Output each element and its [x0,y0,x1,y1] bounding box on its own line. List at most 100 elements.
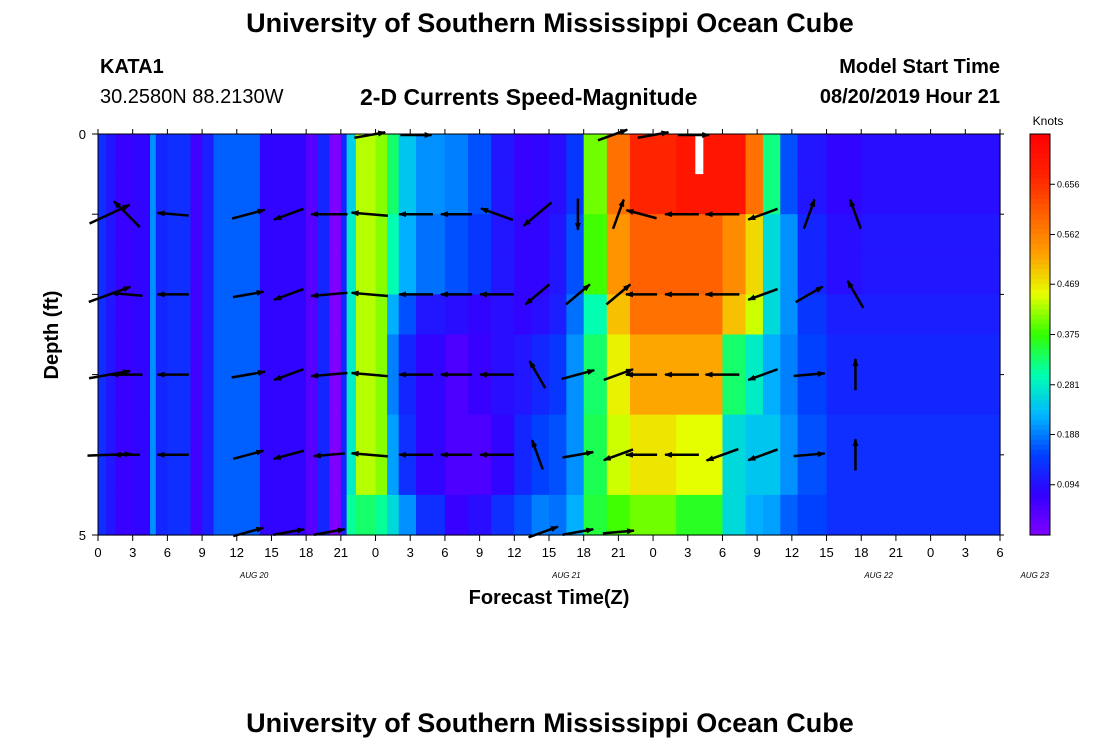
heatmap-cell [514,134,533,175]
current-vector-arrow [625,208,657,220]
x-tick-label: 9 [476,545,483,560]
heatmap-cell [346,454,357,496]
heatmap-cell [346,294,357,336]
heatmap-cell [242,294,261,336]
heatmap-cell [566,134,585,175]
heatmap-cell [861,454,1001,496]
heatmap-cell [346,134,357,175]
heatmap-cell [167,374,192,416]
colorbar-segment [1030,474,1050,481]
heatmap-cell [329,414,342,456]
heatmap-cell [202,454,215,496]
heatmap-cell [150,334,157,376]
heatmap-cell [306,174,319,215]
heatmap-cell [213,294,244,336]
heatmap-cell [826,254,862,295]
heatmap-cell [780,294,799,336]
heatmap-cell [780,214,799,255]
heatmap-cell [722,334,747,376]
axes: 0 3 6 9 12 15 18 21 0 3 6 9 12 15 18 21 0 3 6 9 12 15 18 21 0 3 6 A… [79,127,1050,580]
heatmap-cell [676,454,724,496]
heatmap-cell [444,294,469,336]
colorbar-segment [1030,354,1050,361]
heatmap-cell [722,454,747,496]
heatmap-cell [115,174,134,215]
x-tick-label: 21 [611,545,625,560]
heatmap-cell [722,374,747,416]
heatmap-cell [213,254,244,295]
heatmap-cell [155,454,168,496]
heatmap-cell [259,174,307,215]
heatmap-cell [150,254,157,295]
heatmap-cell [676,254,724,295]
current-vector-arrow [562,527,595,536]
current-vector-arrow [528,360,547,389]
heatmap-cell [583,174,608,215]
heatmap-cell [202,214,215,255]
heatmap-cell [826,174,862,215]
heatmap-cell [531,494,550,536]
x-tick-label: 9 [754,545,761,560]
heatmap-cell [722,254,747,295]
colorbar-segment [1030,264,1050,270]
heatmap-cell [745,294,764,336]
heatmap-cell [340,374,348,416]
heatmap-cell [340,174,348,215]
heatmap-cell [387,334,400,376]
current-vector-arrow [802,198,816,230]
heatmap-cell [375,214,388,255]
heatmap-cell [329,334,342,376]
heatmap-cell [106,294,116,336]
heatmap-cell [202,334,215,376]
heatmap-cell [106,134,116,175]
heatmap-cell [346,254,357,295]
heatmap-cell [167,294,192,336]
heatmap [98,134,1001,536]
heatmap-cell [780,334,799,376]
heatmap-cell [745,414,764,456]
heatmap-cell [150,174,157,215]
heatmap-cell [398,254,417,295]
heatmap-cell [150,374,157,416]
heatmap-cell [416,414,446,456]
heatmap-cell [491,454,515,496]
heatmap-cell [98,214,107,255]
heatmap-cell [106,414,116,456]
colorbar-segment [1030,344,1050,351]
colorbar-tick-label: 0.562 [1057,230,1080,240]
heatmap-cell [606,334,631,376]
heatmap-cell [745,494,764,536]
heatmap-cell [629,254,677,295]
current-vector-arrow [88,285,132,304]
current-vector-arrow [530,439,544,470]
colorbar-segment [1030,449,1050,456]
heatmap-cell [468,214,492,255]
heatmap-cell [676,294,724,336]
colorbar-segment [1030,229,1050,235]
colorbar-segment [1030,324,1050,331]
heatmap-cell [722,294,747,336]
station-id: KATA1 [100,56,164,78]
heatmap-cell [491,134,515,175]
model-start-time: 08/20/2019 Hour 21 [819,86,1000,108]
heatmap-cell [398,454,417,496]
date-label: AUG 22 [863,571,893,580]
heatmap-cell [762,294,781,336]
heatmap-cell [583,334,608,376]
x-tick-label: 3 [407,545,414,560]
heatmap-cell [468,134,492,175]
colorbar-segment [1030,459,1050,466]
heatmap-cell [259,134,307,175]
heatmap-cell [398,294,417,336]
heatmap-cell [861,374,1001,416]
current-vector-arrow [597,128,629,142]
heatmap-cell [606,494,631,536]
current-vector-arrow [88,369,132,380]
colorbar-tick-label: 0.281 [1057,380,1080,390]
colorbar-segment [1030,269,1050,275]
current-vector-arrow [354,130,387,139]
colorbar-unit-label: Knots [1033,114,1064,128]
current-vector-arrow [273,527,306,536]
heatmap-cell [306,214,319,255]
heatmap-cell [861,174,1001,215]
